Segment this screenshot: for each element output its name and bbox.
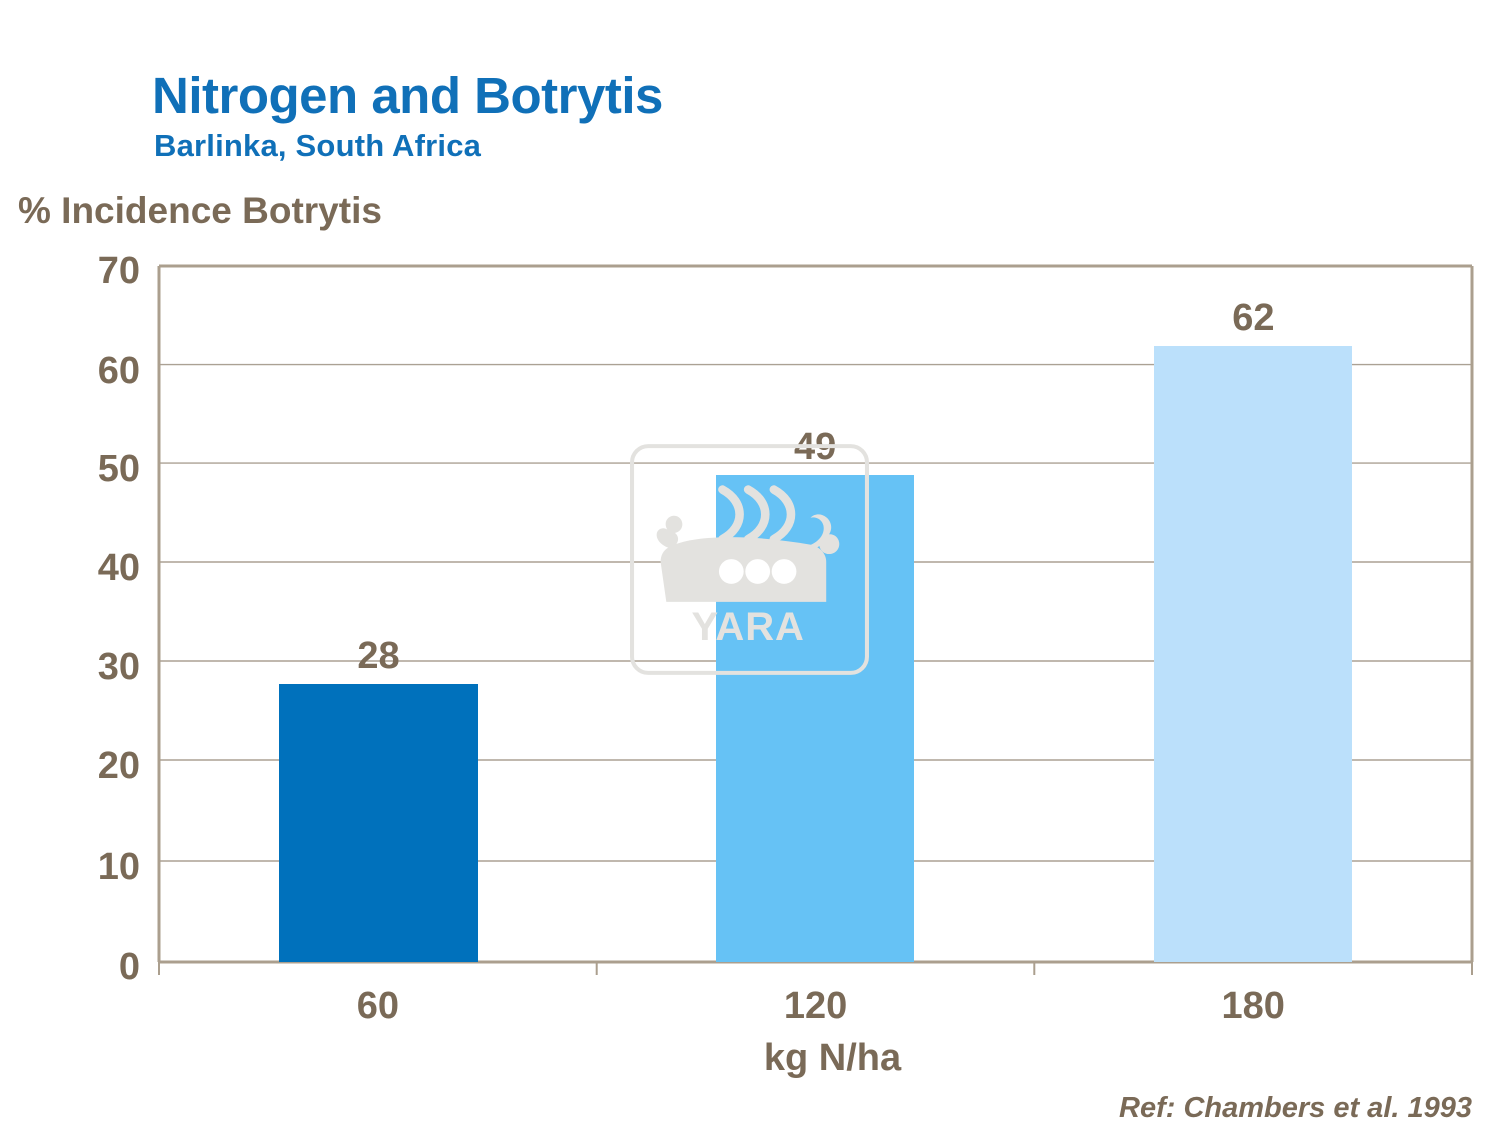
svg-text:YARA: YARA bbox=[691, 605, 804, 649]
